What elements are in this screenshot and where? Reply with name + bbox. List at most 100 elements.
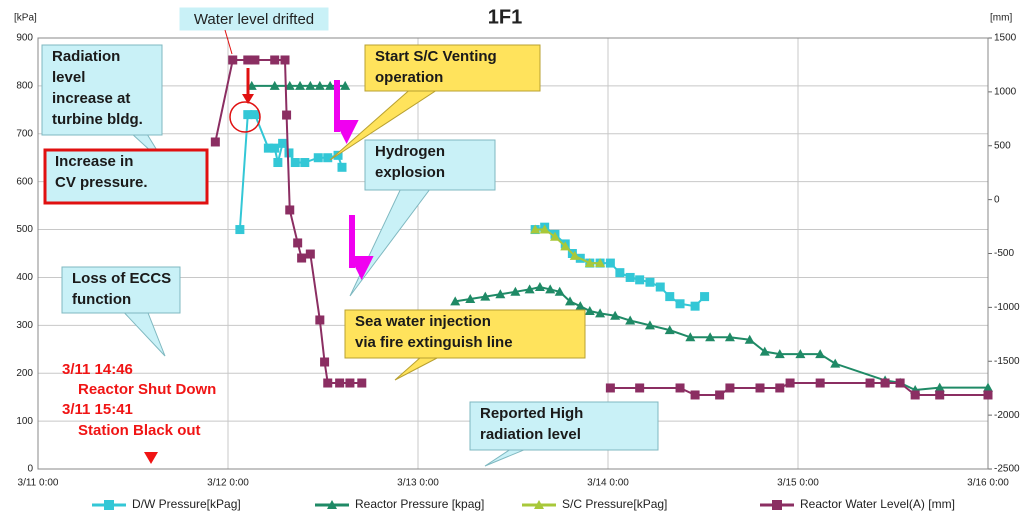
point <box>610 310 621 320</box>
annotation-text: CV pressure. <box>55 174 148 191</box>
point <box>675 299 685 309</box>
point <box>895 378 905 388</box>
point <box>273 158 283 168</box>
point <box>759 346 770 356</box>
point <box>645 277 655 287</box>
point <box>715 390 725 400</box>
point <box>690 301 700 311</box>
point <box>314 80 325 90</box>
y-tick-label: 300 <box>16 320 33 331</box>
point <box>243 110 253 120</box>
point <box>235 225 245 235</box>
x-tick-label: 3/13 0:00 <box>397 478 439 489</box>
point <box>584 305 595 315</box>
point <box>554 286 565 296</box>
point <box>270 55 280 65</box>
y2-tick-label: -2500 <box>994 464 1020 475</box>
point <box>605 383 615 393</box>
point <box>530 224 541 234</box>
point <box>575 301 586 311</box>
callout-box <box>41 44 163 136</box>
point <box>270 143 280 153</box>
point <box>664 325 675 335</box>
point <box>584 258 595 268</box>
point <box>549 231 560 241</box>
callout-box <box>344 309 586 359</box>
point <box>785 378 795 388</box>
y2-tick-label: -1000 <box>994 302 1020 313</box>
point <box>300 158 310 168</box>
point <box>305 249 315 259</box>
annotation-text: increase at <box>52 90 130 107</box>
point <box>340 80 351 90</box>
y-tick-label: 200 <box>16 368 33 379</box>
point <box>313 153 323 163</box>
point <box>775 383 785 393</box>
arrow-head <box>242 94 254 104</box>
point <box>724 332 735 342</box>
point <box>250 110 260 120</box>
callout-box <box>364 139 496 191</box>
point <box>605 258 615 268</box>
point <box>278 138 288 148</box>
annotation-text: radiation level <box>480 426 581 443</box>
point <box>293 238 303 248</box>
legend-label: Reactor Pressure [kpag] <box>355 497 484 511</box>
point <box>560 241 571 251</box>
point <box>210 137 220 147</box>
point <box>284 80 295 90</box>
annotation-text: via fire extinguish line <box>355 334 513 351</box>
y-tick-label: 600 <box>16 176 33 187</box>
point <box>795 349 806 359</box>
y-tick-label: 0 <box>27 464 33 475</box>
point <box>865 378 875 388</box>
chart-title: 1F1 <box>488 6 522 28</box>
point <box>934 382 945 392</box>
y-tick-label: 800 <box>16 81 33 92</box>
annotation-text: Hydrogen <box>375 143 445 160</box>
annotation-text: Water level drifted <box>194 11 314 28</box>
point <box>263 143 273 153</box>
point <box>450 296 461 306</box>
x-tick-label: 3/11 0:00 <box>18 478 59 489</box>
y-tick-label: 500 <box>16 224 33 235</box>
point <box>675 383 685 393</box>
annotation-text: Start S/C Venting <box>375 48 497 65</box>
point <box>625 315 636 325</box>
point <box>595 258 606 268</box>
point <box>534 282 545 292</box>
point <box>815 378 825 388</box>
series-line <box>214 58 988 396</box>
annotation-text: Reported High <box>480 405 583 422</box>
annotation-text: Increase in <box>55 153 133 170</box>
highlight-circle <box>229 101 261 133</box>
point <box>539 224 550 234</box>
point <box>345 378 355 388</box>
y-tick-label: 700 <box>16 128 33 139</box>
point <box>625 272 635 282</box>
annotation-text: level <box>52 69 85 86</box>
point <box>337 162 347 172</box>
point <box>755 383 765 393</box>
point <box>644 320 655 330</box>
y-tick-label: 900 <box>16 33 33 44</box>
point <box>285 205 295 215</box>
point <box>315 315 325 325</box>
y2-tick-label: 0 <box>994 194 1000 205</box>
annotation-text: Loss of ECCS <box>72 270 171 287</box>
event-note: Reactor Shut Down <box>78 381 216 398</box>
point <box>297 253 307 263</box>
arrow <box>224 29 233 55</box>
point <box>495 289 506 299</box>
point <box>635 275 645 285</box>
point <box>774 349 785 359</box>
callout-box <box>61 266 181 314</box>
legend-label: S/C Pressure[kPag] <box>562 497 667 511</box>
annotation-text: Radiation <box>52 48 120 65</box>
point <box>284 148 294 158</box>
callout-box <box>179 7 329 31</box>
point <box>250 55 260 65</box>
event-note: Station Black out <box>78 422 201 439</box>
point <box>335 378 345 388</box>
